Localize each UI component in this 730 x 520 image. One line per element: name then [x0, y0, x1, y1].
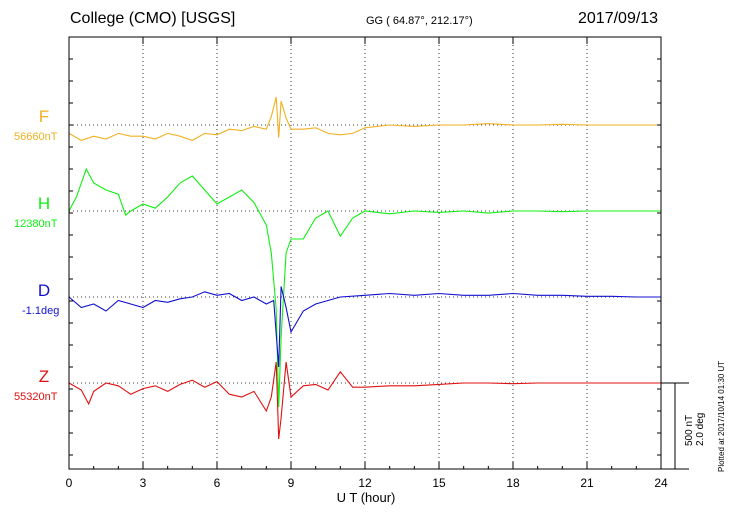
plot-traces: [68, 96, 661, 440]
trace-z: [68, 361, 661, 440]
x-tick-label: 0: [66, 476, 73, 490]
x-tick-label: 6: [214, 476, 221, 490]
x-tick-label: 24: [654, 476, 668, 490]
plot-date: 2017/09/13: [578, 10, 659, 27]
trace-h: [68, 167, 661, 408]
plot-grid: [69, 37, 661, 469]
plotted-timestamp: Plotted at 2017/10/14 01:30 UT: [717, 360, 726, 472]
station-coordinates: GG ( 64.87°, 212.17°): [366, 15, 473, 27]
channel-label-f: F: [38, 107, 50, 126]
x-tick-label: 3: [140, 476, 147, 490]
scale-bar-nt-label: 500 nT: [684, 414, 695, 446]
x-tick-label: 15: [432, 476, 446, 490]
x-tick-label: 18: [506, 476, 520, 490]
channel-baseline-f: 56660nT: [14, 131, 58, 143]
channel-label-z: Z: [38, 367, 50, 386]
channel-baseline-z: 55320nT: [14, 391, 58, 403]
channel-baseline-h: 12380nT: [14, 218, 58, 230]
x-tick-label: 12: [358, 476, 372, 490]
scale-bar-deg-label: 2.0 deg: [695, 412, 706, 446]
trace-f: [68, 96, 661, 142]
x-axis-label: U T (hour): [337, 490, 396, 505]
x-tick-labels: 0 3 6 9 12 15 18 21 24: [66, 476, 668, 490]
channel-baseline-d: -1.1deg: [22, 305, 60, 317]
plot-axes: [68, 36, 689, 470]
x-tick-label: 21: [580, 476, 594, 490]
x-tick-label: 9: [288, 476, 295, 490]
channel-label-d: D: [37, 281, 51, 300]
station-title: College (CMO) [USGS]: [70, 10, 236, 27]
channel-label-h: H: [37, 194, 51, 213]
trace-d: [68, 286, 661, 368]
